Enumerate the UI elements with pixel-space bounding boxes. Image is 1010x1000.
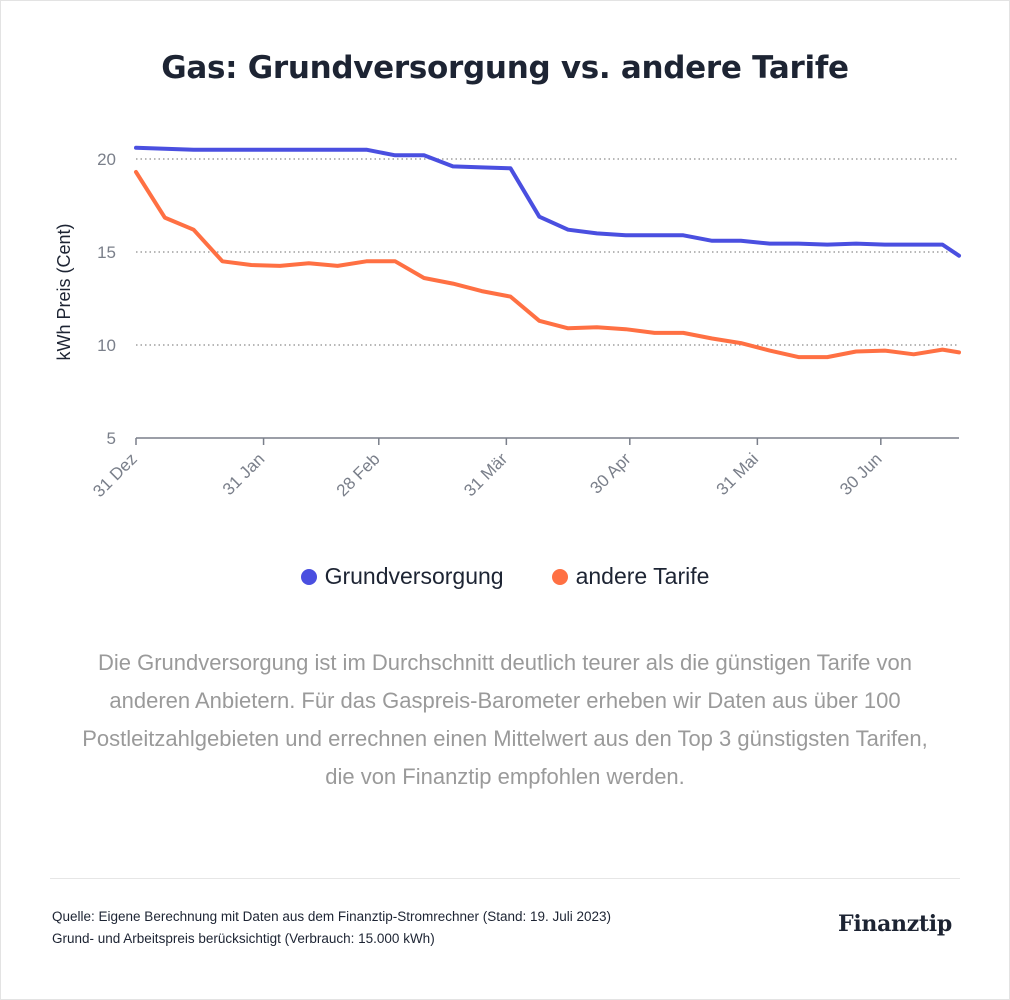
- series-line-1: [134, 170, 961, 360]
- x-tick-label-5: 31 Mai: [713, 449, 763, 499]
- x-tick-label-1: 31 Jan: [219, 449, 269, 499]
- x-tick-label-0: 31 Dez: [89, 449, 141, 501]
- legend-dot-grundversorgung: [300, 568, 317, 585]
- x-tick-label-2: 28 Feb: [333, 449, 384, 500]
- series-lines: [134, 145, 961, 360]
- source-line-1: Quelle: Eigene Berechnung mit Daten aus …: [52, 909, 612, 924]
- line-chart: 5 10 15 20 kWh Preis (Cent) 31 Dez 31 Jan 28 …: [54, 145, 961, 501]
- y-tick-label-5: 5: [107, 429, 116, 448]
- source-line-2: Grund- und Arbeitspreis berücksichtigt (…: [52, 931, 435, 946]
- series-line-0: [134, 145, 961, 258]
- chart-title: Gas: Grundversorgung vs. andere Tarife: [161, 50, 849, 86]
- x-tick-label-3: 31 Mär: [460, 449, 511, 500]
- source-note: Quelle: Eigene Berechnung mit Daten aus …: [52, 906, 611, 950]
- y-axis-ticks: 5 10 15 20: [97, 150, 116, 448]
- x-tick-label-6: 30 Jun: [836, 449, 886, 499]
- x-tick-label-4: 30 Apr: [586, 449, 634, 497]
- y-tick-label-10: 10: [97, 336, 116, 355]
- legend-label-andere-tarife: andere Tarife: [575, 563, 710, 589]
- legend: Grundversorgung andere Tarife: [0, 563, 1010, 590]
- y-tick-label-20: 20: [97, 150, 116, 169]
- legend-item-andere-tarife: andere Tarife: [551, 563, 710, 590]
- y-tick-label-15: 15: [97, 243, 116, 262]
- y-axis-label: kWh Preis (Cent): [54, 223, 74, 360]
- x-axis-ticks: 31 Dez 31 Jan 28 Feb 31 Mär 30 Apr 31 Mai 30 J…: [89, 438, 886, 501]
- chart-description: Die Grundversorgung ist im Durchschnitt …: [82, 650, 928, 789]
- footer-divider: [50, 878, 960, 879]
- gridlines: [136, 158, 959, 346]
- legend-dot-andere-tarife: [551, 568, 568, 585]
- legend-label-grundversorgung: Grundversorgung: [324, 563, 504, 589]
- finanztip-logo: Finanztip: [838, 911, 952, 937]
- legend-item-grundversorgung: Grundversorgung: [300, 563, 504, 590]
